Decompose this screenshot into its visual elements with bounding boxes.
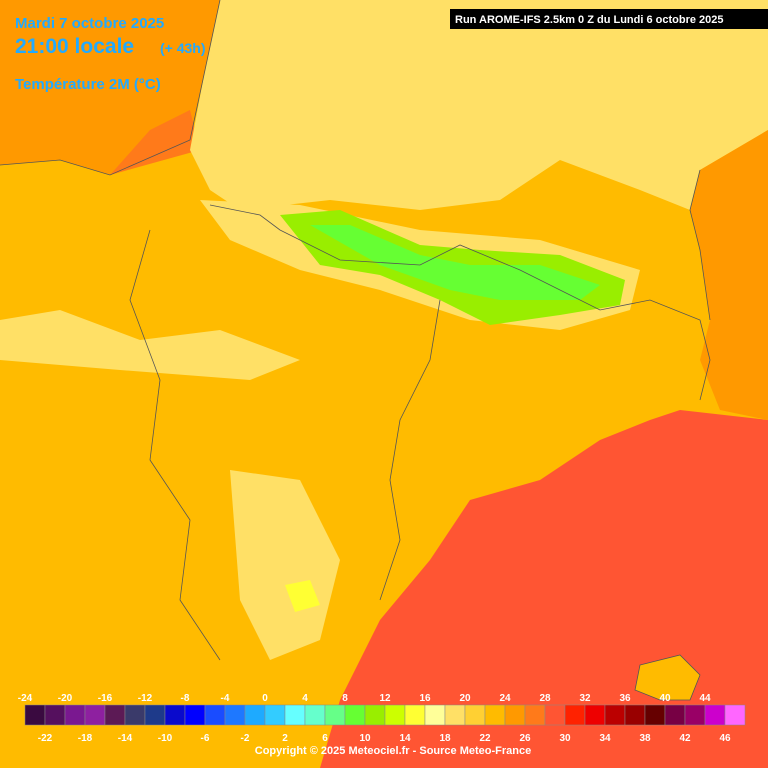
legend-swatch bbox=[144, 704, 166, 726]
field-name: Température 2M (°C) bbox=[15, 76, 161, 93]
legend-swatch bbox=[584, 704, 606, 726]
legend-swatch bbox=[164, 704, 186, 726]
legend-label: 32 bbox=[579, 693, 591, 704]
legend-swatch bbox=[664, 704, 686, 726]
legend-label: -12 bbox=[138, 693, 153, 704]
legend-swatch bbox=[124, 704, 146, 726]
legend-label: 46 bbox=[719, 733, 731, 744]
legend-swatch bbox=[704, 704, 726, 726]
legend-swatch bbox=[24, 704, 46, 726]
legend-label: 30 bbox=[559, 733, 571, 744]
legend-label: -22 bbox=[38, 733, 53, 744]
mountain-cold bbox=[310, 225, 600, 300]
legend-label: -18 bbox=[78, 733, 93, 744]
legend-label: -8 bbox=[181, 693, 190, 704]
legend-label: -14 bbox=[118, 733, 133, 744]
run-box bbox=[450, 9, 768, 29]
legend-label: 20 bbox=[459, 693, 471, 704]
legend-swatch bbox=[424, 704, 446, 726]
land-warm bbox=[0, 310, 300, 380]
legend-label: 40 bbox=[659, 693, 671, 704]
legend-swatch bbox=[284, 704, 306, 726]
legend-swatch bbox=[104, 704, 126, 726]
legend-swatch bbox=[244, 704, 266, 726]
offset: (+ 43h) bbox=[160, 40, 206, 56]
legend-label: 18 bbox=[439, 733, 451, 744]
legend-label: -10 bbox=[158, 733, 173, 744]
legend-label: 28 bbox=[539, 693, 551, 704]
legend-swatch bbox=[504, 704, 526, 726]
legend-label: 24 bbox=[499, 693, 511, 704]
legend-label: 36 bbox=[619, 693, 631, 704]
legend-swatch bbox=[264, 704, 286, 726]
legend-swatch bbox=[644, 704, 666, 726]
legend-swatch bbox=[464, 704, 486, 726]
legend-label: -24 bbox=[18, 693, 33, 704]
legend-swatch bbox=[624, 704, 646, 726]
borders bbox=[0, 0, 711, 701]
legend-label: 16 bbox=[419, 693, 431, 704]
legend-label: 8 bbox=[342, 693, 348, 704]
legend-swatch bbox=[484, 704, 506, 726]
legend-label: 2 bbox=[282, 733, 288, 744]
legend-swatch bbox=[324, 704, 346, 726]
legend-swatch bbox=[184, 704, 206, 726]
land-hot bbox=[285, 580, 320, 612]
legend-swatch bbox=[444, 704, 466, 726]
legend-label: 6 bbox=[322, 733, 328, 744]
legend-label: 4 bbox=[302, 693, 308, 704]
legend-label: 38 bbox=[639, 733, 651, 744]
island bbox=[635, 655, 700, 700]
land-warm bbox=[190, 0, 768, 210]
legend-swatch bbox=[44, 704, 66, 726]
legend-swatch bbox=[344, 704, 366, 726]
copyright: Copyright © 2025 Meteociel.fr - Source M… bbox=[255, 745, 531, 757]
legend-swatch bbox=[604, 704, 626, 726]
date: Mardi 7 octobre 2025 bbox=[15, 15, 164, 32]
legend-label: 26 bbox=[519, 733, 531, 744]
legend-label: 0 bbox=[262, 693, 268, 704]
run-info: Run AROME-IFS 2.5km 0 Z du Lundi 6 octob… bbox=[455, 14, 724, 26]
legend-swatch bbox=[84, 704, 106, 726]
legend-swatch bbox=[384, 704, 406, 726]
legend-swatch bbox=[204, 704, 226, 726]
legend-swatch bbox=[684, 704, 706, 726]
sea-region bbox=[110, 110, 200, 175]
legend-label: 34 bbox=[599, 733, 611, 744]
legend-label: 22 bbox=[479, 733, 491, 744]
legend-label: 42 bbox=[679, 733, 691, 744]
time: 21:00 locale bbox=[15, 35, 134, 58]
legend-label: -6 bbox=[201, 733, 210, 744]
legend-swatch bbox=[724, 704, 746, 726]
legend: -24-22-20-18-16-14-12-10-8-6-4-202468101… bbox=[18, 693, 746, 744]
legend-swatch bbox=[544, 704, 566, 726]
legend-label: 14 bbox=[399, 733, 411, 744]
legend-label: 10 bbox=[359, 733, 371, 744]
legend-label: 44 bbox=[699, 693, 711, 704]
legend-swatch bbox=[224, 704, 246, 726]
legend-label: -2 bbox=[241, 733, 250, 744]
legend-label: -20 bbox=[58, 693, 73, 704]
coastal-zone bbox=[690, 130, 768, 420]
legend-swatch bbox=[304, 704, 326, 726]
legend-swatch bbox=[564, 704, 586, 726]
legend-label: -4 bbox=[221, 693, 230, 704]
mediterranean-sea bbox=[320, 130, 768, 768]
land-warm bbox=[230, 470, 340, 660]
legend-swatch bbox=[404, 704, 426, 726]
legend-label: 12 bbox=[379, 693, 391, 704]
legend-swatch bbox=[364, 704, 386, 726]
legend-swatch bbox=[524, 704, 546, 726]
legend-label: -16 bbox=[98, 693, 113, 704]
legend-swatch bbox=[64, 704, 86, 726]
